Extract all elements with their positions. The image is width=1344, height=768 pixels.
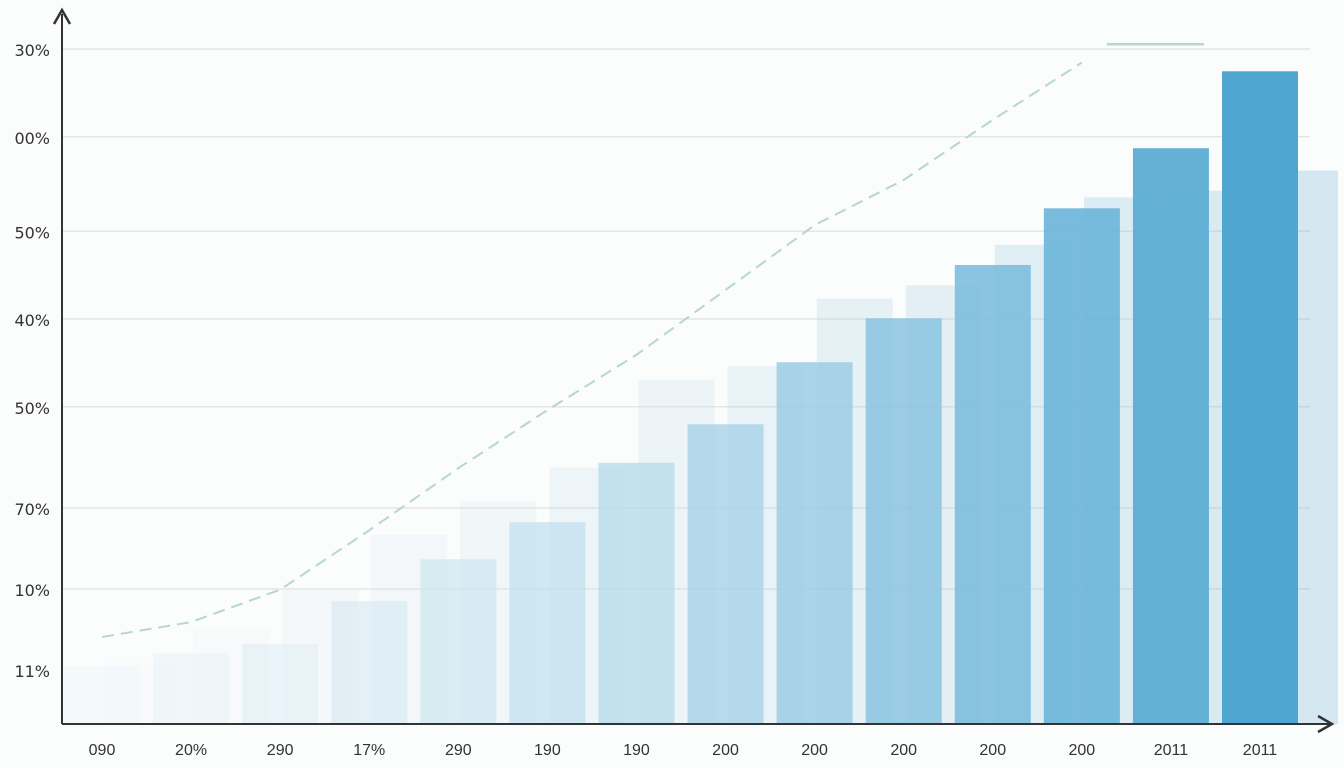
x-tick-label: 290 <box>445 742 472 759</box>
bar <box>598 462 675 724</box>
y-tick-label: 11% <box>14 662 50 681</box>
x-tick-label: 090 <box>89 742 116 759</box>
x-tick-label: 200 <box>979 742 1006 759</box>
bar <box>1222 71 1298 724</box>
bar <box>954 265 1031 724</box>
x-tick-label: 190 <box>623 742 650 759</box>
bar <box>153 653 230 724</box>
bar <box>776 362 853 724</box>
bar <box>687 424 764 724</box>
bar <box>242 643 319 724</box>
y-tick-label: 70% <box>14 500 50 519</box>
trend-line <box>101 61 1083 638</box>
x-tick-label: 200 <box>1068 742 1095 759</box>
x-tick-label: 200 <box>801 742 828 759</box>
x-tick-label: 200 <box>890 742 917 759</box>
x-tick-label: 2011 <box>1243 742 1278 759</box>
bar <box>331 601 408 724</box>
y-tick-label: 10% <box>14 581 50 600</box>
bar <box>865 318 942 724</box>
x-tick-label: 290 <box>267 742 294 759</box>
bar <box>1043 208 1120 725</box>
y-tick-label: 50% <box>14 399 50 418</box>
x-tick-label: 200 <box>712 742 739 759</box>
y-tick-label: 40% <box>14 311 50 330</box>
y-tick-label: 00% <box>14 129 50 148</box>
bar <box>420 559 497 724</box>
x-tick-label: 190 <box>534 742 561 759</box>
x-tick-label: 2011 <box>1154 742 1189 759</box>
bar <box>1132 148 1209 725</box>
y-axis-arrow-icon <box>52 7 72 25</box>
y-tick-label: 50% <box>14 223 50 242</box>
y-tick-label: 30% <box>14 41 50 60</box>
x-tick-label: 20% <box>175 742 207 759</box>
x-tick-label: 17% <box>353 742 385 759</box>
bar <box>509 522 586 724</box>
bar <box>64 665 140 724</box>
x-axis-arrow-icon <box>1317 714 1335 734</box>
